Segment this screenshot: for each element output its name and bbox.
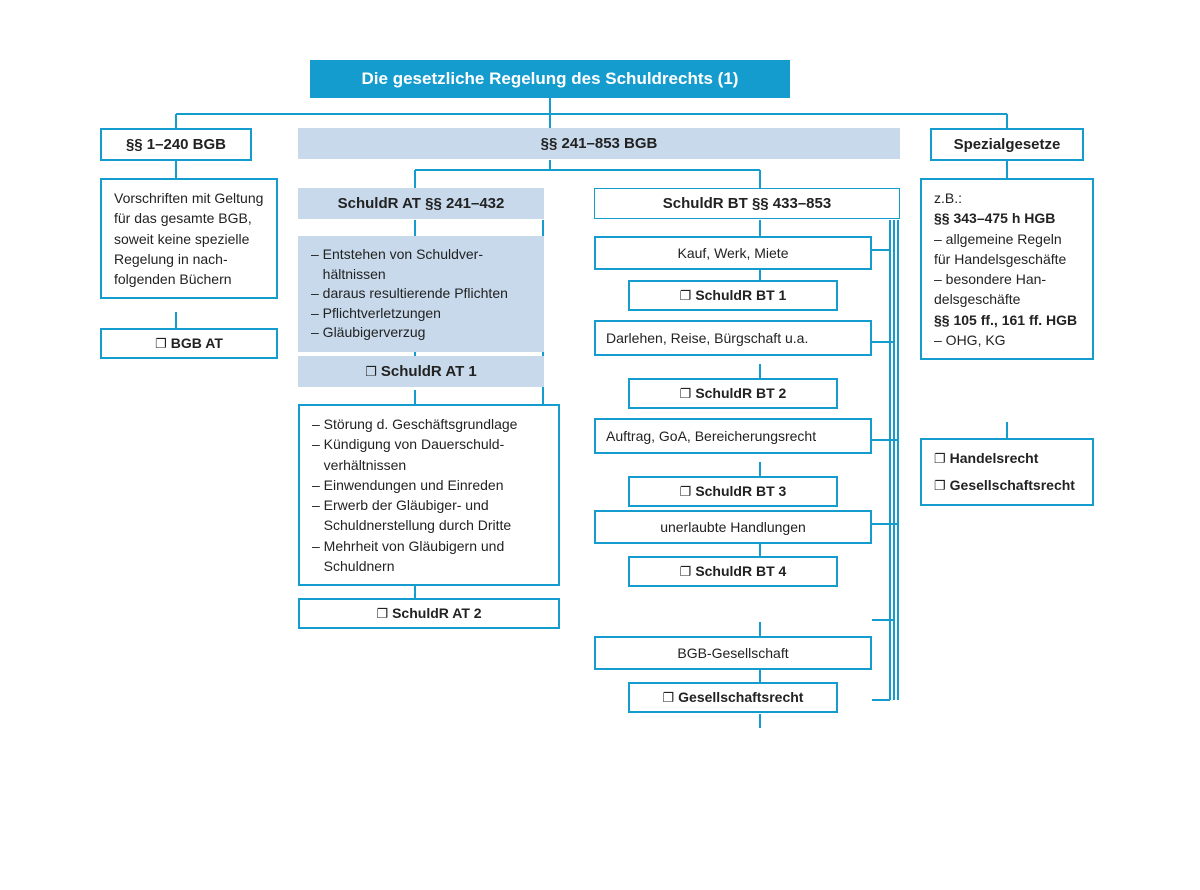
bt-b4: unerlaubte Handlungen: [594, 510, 872, 544]
link-icon: [663, 689, 679, 705]
link-icon: [934, 477, 950, 493]
bt-l1: SchuldR BT 1: [628, 280, 838, 311]
link-icon: [680, 385, 696, 401]
link-icon: [680, 287, 696, 303]
bt-header: SchuldR BT §§ 433–853: [594, 188, 900, 219]
bt-b3: Auftrag, GoA, Bereicherungs­recht: [594, 418, 872, 454]
bt-l2: SchuldR BT 2: [628, 378, 838, 409]
link-icon: [155, 335, 171, 351]
bt-b1: Kauf, Werk, Miete: [594, 236, 872, 270]
col-left-body: Vorschriften mit Geltung für das ge­samt…: [100, 178, 278, 299]
link-icon: [365, 363, 381, 380]
col-mid-header: §§ 241–853 BGB: [298, 128, 900, 159]
bt-l3: SchuldR BT 3: [628, 476, 838, 507]
at-link1: SchuldR AT 1: [298, 356, 544, 387]
link-icon: [376, 605, 392, 621]
col-right-links: Handelsrecht Gesellschafts­recht: [920, 438, 1094, 506]
link-icon: [934, 450, 950, 466]
bt-b2: Darlehen, Reise, Bürgschaft u.a.: [594, 320, 872, 356]
bt-l5: Gesellschaftsrecht: [628, 682, 838, 713]
col-right-header: Spezialgesetze: [930, 128, 1084, 161]
col-right-body: z.B.: §§ 343–475 h HGB – allgemeine Re­g…: [920, 178, 1094, 360]
diagram-title: Die gesetzliche Regelung des Schuldrecht…: [310, 60, 790, 98]
link-icon: [680, 483, 696, 499]
link-icon: [680, 563, 696, 579]
col-left-link: BGB AT: [100, 328, 278, 359]
at-link2: SchuldR AT 2: [298, 598, 560, 629]
at-header: SchuldR AT §§ 241–432: [298, 188, 544, 219]
bt-l4: SchuldR BT 4: [628, 556, 838, 587]
at-box2: – Störung d. Geschäftsgrundlage – Kündig…: [298, 404, 560, 586]
at-box1: – Entstehen von Schuldver- hältnissen – …: [298, 236, 544, 352]
bt-b5: BGB-Gesellschaft: [594, 636, 872, 670]
col-left-header: §§ 1–240 BGB: [100, 128, 252, 161]
